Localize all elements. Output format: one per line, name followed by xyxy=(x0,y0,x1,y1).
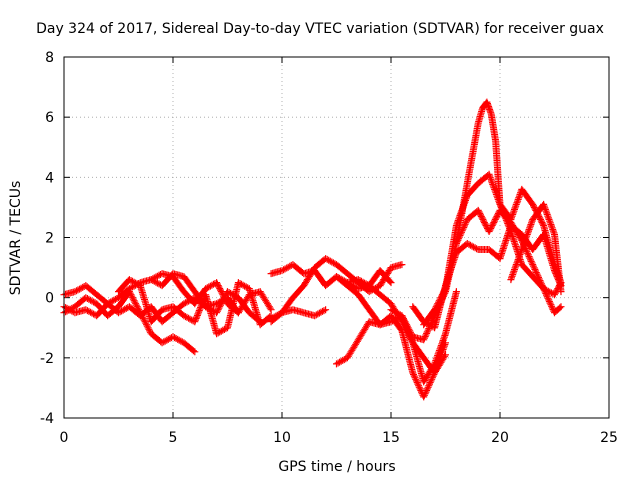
x-tick-label: 5 xyxy=(169,430,178,446)
y-tick-label: 4 xyxy=(45,170,54,186)
axis-ticks xyxy=(63,56,610,419)
y-tick-label: -2 xyxy=(40,351,54,367)
y-tick-label: 8 xyxy=(45,50,54,66)
x-tick-label: 20 xyxy=(491,430,509,446)
data-point-markers xyxy=(267,306,330,323)
data-point-markers xyxy=(507,200,565,296)
grid xyxy=(64,57,609,418)
tick-labels: 0 5 10 15 20 25 -4 -2 0 2 4 6 8 xyxy=(40,50,618,446)
plot-frame xyxy=(63,56,610,419)
y-tick-label: 2 xyxy=(45,231,54,247)
series-arc-5 xyxy=(147,270,275,317)
series-arc-8 xyxy=(267,306,330,323)
y-tick-label: -4 xyxy=(40,411,54,427)
data-point-markers xyxy=(333,273,449,401)
series-arc-16 xyxy=(507,200,565,296)
data-point-markers xyxy=(147,270,275,317)
y-tick-label: 6 xyxy=(45,110,54,126)
series-arc-15 xyxy=(452,98,565,299)
x-axis-label: GPS time / hours xyxy=(278,459,395,475)
data-point-markers xyxy=(115,276,275,338)
x-tick-label: 25 xyxy=(600,430,618,446)
x-tick-label: 10 xyxy=(273,430,291,446)
chart-title: Day 324 of 2017, Sidereal Day-to-day VTE… xyxy=(36,21,604,37)
y-tick-label: 0 xyxy=(45,291,54,307)
series-arc-4 xyxy=(115,276,275,338)
series-arc-10 xyxy=(333,273,449,401)
y-axis-label: SDTVAR / TECUs xyxy=(8,181,24,296)
x-tick-label: 15 xyxy=(382,430,400,446)
x-tick-label: 0 xyxy=(60,430,69,446)
data-point-markers xyxy=(452,98,565,299)
